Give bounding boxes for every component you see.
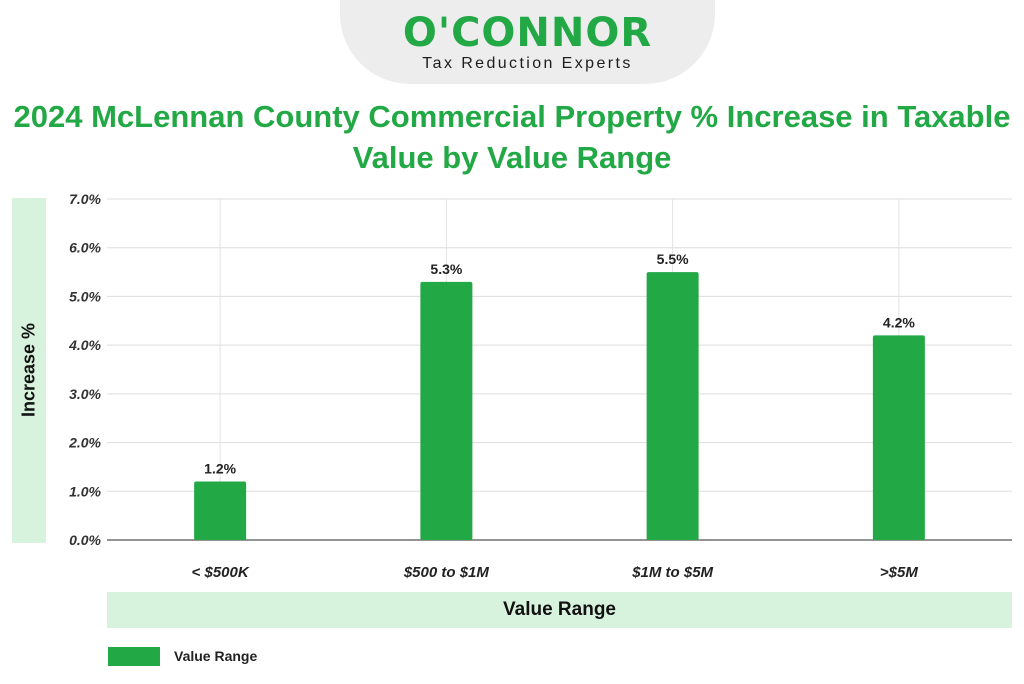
bar-value-label: 5.3% bbox=[430, 261, 462, 277]
bar bbox=[872, 335, 925, 540]
category-labels: < $500K $500 to $1M $1M to $5M >$5M bbox=[192, 564, 919, 581]
y-axis-label-band bbox=[12, 198, 46, 543]
bars bbox=[194, 272, 925, 540]
y-tick-label: 4.0% bbox=[68, 337, 101, 353]
bar bbox=[420, 281, 473, 540]
legend-label: Value Range bbox=[174, 648, 258, 664]
legend-swatch bbox=[108, 647, 160, 666]
brand-tagline: Tax Reduction Experts bbox=[422, 55, 633, 72]
x-axis-label: Value Range bbox=[107, 592, 1012, 628]
y-tick-label: 6.0% bbox=[69, 240, 101, 256]
bar-value-label: 5.5% bbox=[657, 251, 689, 267]
y-tick-label: 7.0% bbox=[69, 191, 101, 207]
y-tick-label: 1.0% bbox=[69, 483, 101, 499]
bar-value-label: 4.2% bbox=[883, 314, 915, 330]
bar bbox=[194, 481, 247, 540]
category-label: $500 to $1M bbox=[403, 564, 490, 581]
y-tick-labels: 0.0% 1.0% 2.0% 3.0% 4.0% 5.0% 6.0% 7.0% bbox=[68, 191, 101, 548]
bar-value-label: 1.2% bbox=[204, 461, 236, 477]
bar bbox=[646, 272, 699, 540]
brand-logo: O'CONNOR bbox=[402, 10, 653, 56]
category-label: $1M to $5M bbox=[631, 564, 713, 581]
chart-title: 2024 McLennan County Commercial Property… bbox=[13, 99, 1011, 175]
category-label: >$5M bbox=[880, 564, 918, 581]
y-tick-label: 3.0% bbox=[69, 386, 101, 402]
category-label: < $500K bbox=[192, 564, 250, 581]
y-tick-label: 5.0% bbox=[69, 288, 101, 304]
y-tick-label: 2.0% bbox=[68, 435, 101, 451]
y-tick-label: 0.0% bbox=[69, 532, 101, 548]
value-labels: 1.2% 5.3% 5.5% 4.2% bbox=[204, 251, 915, 476]
logo-banner: O'CONNOR Tax Reduction Experts bbox=[340, 0, 715, 84]
